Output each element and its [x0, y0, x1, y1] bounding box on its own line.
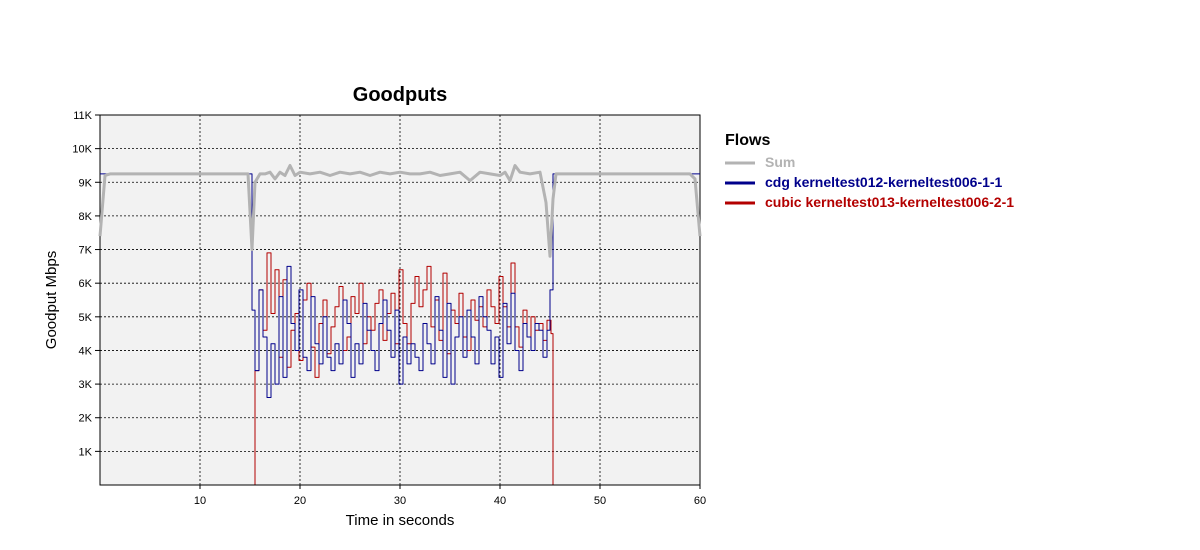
y-tick-label: 4K: [79, 345, 93, 357]
y-tick-label: 7K: [79, 245, 93, 257]
x-tick-label: 10: [194, 495, 206, 507]
x-axis-label: Time in seconds: [346, 512, 455, 529]
x-tick-label: 30: [394, 495, 406, 507]
chart-title: Goodputs: [353, 84, 447, 106]
series-lines: [98, 164, 702, 486]
x-tick-label: 40: [494, 495, 506, 507]
y-tick-label: 1K: [79, 446, 93, 458]
legend-label: cubic kerneltest013-kerneltest006-2-1: [765, 194, 1014, 210]
axis-ticks: 10 20 30 40 50 60 1K 2K 3K 4K 5K 6K 7K 8K 9K 10K 11K: [72, 110, 706, 507]
legend-label: Sum: [765, 154, 795, 170]
y-axis-label: Goodput Mbps: [43, 251, 60, 349]
x-tick-label: 20: [294, 495, 306, 507]
series-line-cdg: [100, 173, 700, 398]
y-tick-label: 5K: [79, 312, 93, 324]
y-tick-label: 6K: [79, 278, 93, 290]
series-line-sum: [98, 164, 702, 258]
x-tick-label: 60: [694, 495, 706, 507]
y-tick-label: 3K: [79, 379, 93, 391]
y-tick-label: 11K: [73, 110, 92, 122]
y-tick-label: 9K: [79, 177, 93, 189]
y-tick-label: 10K: [72, 144, 92, 156]
y-tick-label: 2K: [79, 413, 93, 425]
legend-label: cdg kerneltest012-kerneltest006-1-1: [765, 174, 1003, 190]
legend-title: Flows: [725, 132, 770, 149]
x-tick-label: 50: [594, 495, 606, 507]
legend: Flows Sum cdg kerneltest012-kerneltest006…: [725, 132, 1014, 210]
grid-lines: [100, 115, 700, 485]
y-tick-label: 8K: [79, 211, 93, 223]
